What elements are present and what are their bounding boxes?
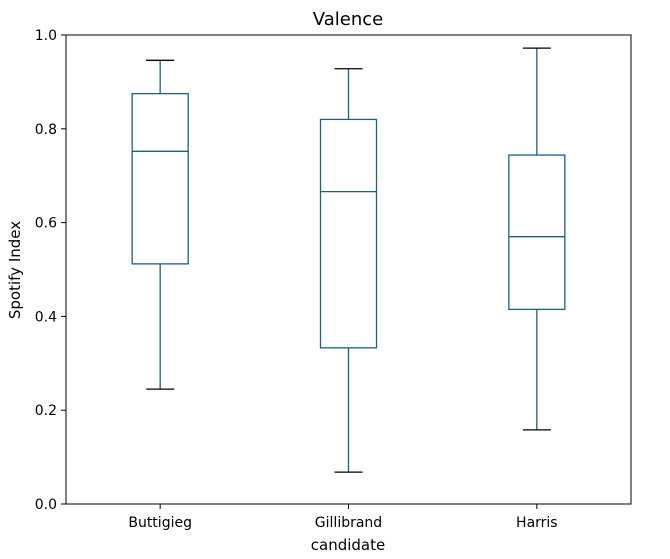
x-tick-label: Harris xyxy=(516,515,558,531)
boxplot-harris xyxy=(508,47,566,431)
iqr-box xyxy=(319,118,378,349)
x-tick-label: Buttigieg xyxy=(128,515,192,531)
y-tick-label: 0.4 xyxy=(35,309,57,325)
y-tick-label: 0.6 xyxy=(35,216,57,232)
y-tick-label: 1.0 xyxy=(35,28,57,44)
boxplot-gillibrand xyxy=(319,68,378,473)
y-tick-label: 0.8 xyxy=(35,122,57,138)
x-axis-label: candidate xyxy=(311,536,385,554)
iqr-box xyxy=(131,92,189,265)
boxplot-buttigieg xyxy=(131,59,189,390)
x-axis: Buttigieg Gillibrand Harris xyxy=(128,504,558,531)
iqr-box xyxy=(508,154,566,311)
plot-area xyxy=(131,47,566,473)
x-tick-label: Gillibrand xyxy=(315,515,382,531)
chart-title: Valence xyxy=(313,9,383,30)
y-tick-label: 0.2 xyxy=(35,403,57,419)
y-axis-label: Spotify Index xyxy=(6,221,24,319)
y-axis: 0.0 0.2 0.4 0.6 0.8 1.0 xyxy=(35,28,66,513)
y-tick-label: 0.0 xyxy=(35,497,57,513)
